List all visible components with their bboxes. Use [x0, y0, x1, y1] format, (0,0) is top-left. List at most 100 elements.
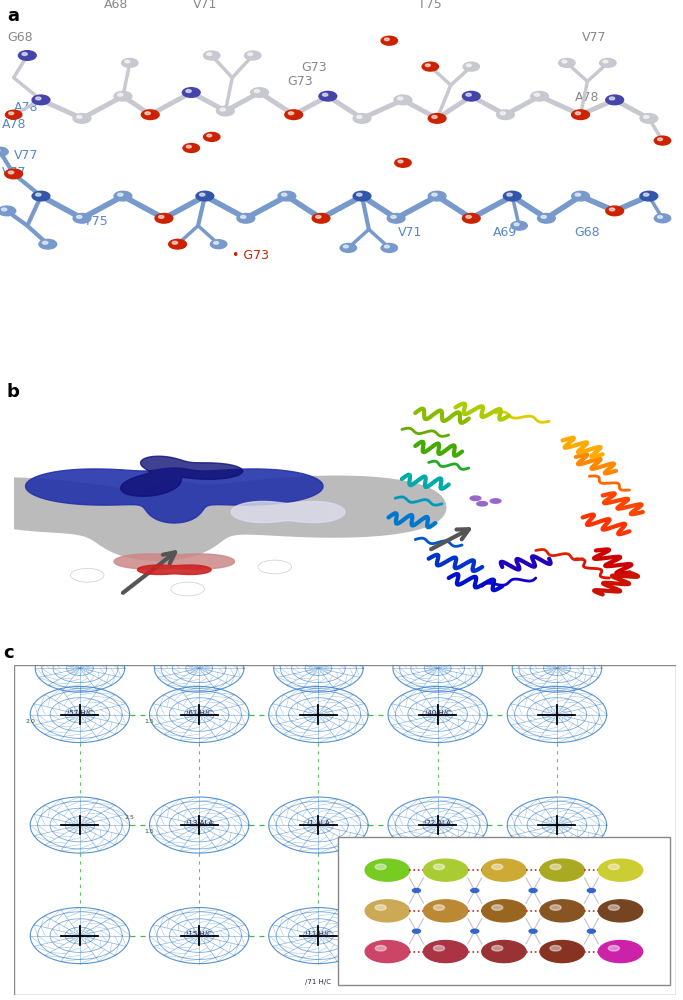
Text: /13 ALA: /13 ALA	[186, 820, 212, 826]
Circle shape	[316, 215, 321, 218]
Circle shape	[182, 88, 200, 97]
Polygon shape	[0, 476, 446, 560]
Circle shape	[575, 193, 581, 196]
Circle shape	[529, 889, 537, 892]
Circle shape	[529, 929, 537, 933]
Circle shape	[39, 239, 57, 249]
Text: 2.5: 2.5	[125, 815, 135, 820]
Circle shape	[598, 900, 643, 922]
Circle shape	[654, 214, 671, 223]
Circle shape	[511, 221, 527, 230]
Circle shape	[434, 945, 445, 951]
Polygon shape	[114, 554, 234, 569]
Circle shape	[70, 568, 104, 582]
Circle shape	[540, 900, 585, 922]
Circle shape	[658, 138, 663, 141]
Circle shape	[482, 859, 526, 881]
Circle shape	[587, 929, 596, 933]
Circle shape	[434, 864, 445, 870]
Circle shape	[640, 191, 658, 201]
Circle shape	[186, 90, 191, 93]
Circle shape	[497, 110, 514, 120]
Circle shape	[114, 191, 132, 201]
Circle shape	[32, 95, 50, 105]
Text: 1.5: 1.5	[145, 829, 154, 834]
Circle shape	[240, 215, 246, 218]
Circle shape	[196, 191, 214, 201]
Circle shape	[42, 241, 48, 244]
Circle shape	[550, 864, 561, 870]
Circle shape	[541, 215, 546, 218]
Circle shape	[36, 97, 41, 100]
Text: A78: A78	[575, 91, 600, 104]
Circle shape	[423, 941, 468, 963]
FancyBboxPatch shape	[338, 837, 669, 985]
Circle shape	[432, 116, 437, 118]
Polygon shape	[232, 501, 345, 523]
Circle shape	[8, 171, 14, 174]
Circle shape	[466, 64, 471, 67]
Circle shape	[258, 560, 292, 574]
Text: V77: V77	[582, 31, 607, 44]
Circle shape	[609, 945, 619, 951]
Text: G73: G73	[301, 61, 327, 74]
Circle shape	[204, 51, 220, 60]
Circle shape	[603, 60, 608, 63]
Text: V77: V77	[1, 166, 26, 180]
Circle shape	[598, 859, 643, 881]
Circle shape	[73, 213, 91, 223]
Circle shape	[434, 905, 445, 910]
Circle shape	[155, 213, 173, 223]
Circle shape	[357, 116, 362, 118]
Polygon shape	[121, 456, 242, 496]
Polygon shape	[137, 565, 211, 574]
Circle shape	[423, 900, 468, 922]
Circle shape	[204, 132, 220, 141]
Circle shape	[395, 158, 411, 167]
Circle shape	[550, 905, 561, 910]
Circle shape	[353, 191, 371, 201]
Circle shape	[237, 213, 255, 223]
Text: V71: V71	[398, 226, 422, 239]
Circle shape	[183, 144, 199, 152]
Circle shape	[654, 136, 671, 145]
Circle shape	[22, 53, 27, 55]
Circle shape	[507, 193, 512, 196]
Circle shape	[609, 97, 615, 100]
Circle shape	[245, 51, 261, 60]
Text: A78: A78	[14, 101, 38, 114]
Circle shape	[398, 160, 403, 163]
Circle shape	[559, 58, 575, 67]
Circle shape	[199, 193, 205, 196]
Circle shape	[538, 213, 555, 223]
Circle shape	[9, 112, 14, 115]
Text: b: b	[7, 383, 20, 401]
Circle shape	[492, 905, 503, 910]
Circle shape	[466, 93, 471, 96]
Circle shape	[643, 116, 649, 118]
Circle shape	[312, 213, 330, 223]
Circle shape	[609, 864, 619, 870]
Circle shape	[114, 91, 132, 101]
Text: T75: T75	[84, 215, 107, 228]
Text: G68: G68	[8, 31, 33, 44]
Circle shape	[413, 929, 421, 933]
Circle shape	[572, 110, 589, 120]
Circle shape	[375, 905, 386, 910]
Circle shape	[432, 193, 437, 196]
Circle shape	[394, 95, 412, 105]
Circle shape	[220, 108, 225, 111]
Circle shape	[492, 864, 503, 870]
Circle shape	[413, 889, 421, 892]
Circle shape	[207, 134, 212, 137]
Circle shape	[365, 941, 410, 963]
Circle shape	[477, 502, 488, 506]
Circle shape	[319, 91, 337, 101]
Circle shape	[375, 945, 386, 951]
Circle shape	[117, 93, 123, 96]
Circle shape	[288, 112, 294, 115]
Circle shape	[540, 941, 585, 963]
Circle shape	[531, 91, 548, 101]
Circle shape	[466, 215, 471, 218]
Circle shape	[375, 864, 386, 870]
